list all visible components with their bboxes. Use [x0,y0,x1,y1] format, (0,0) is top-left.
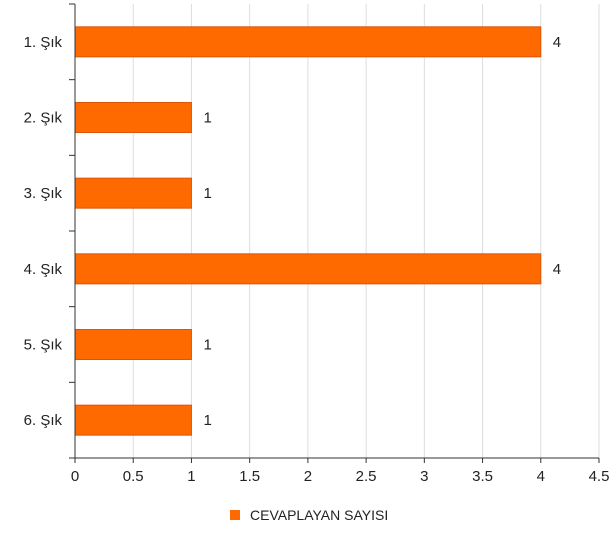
bar[interactable] [74,253,542,285]
x-tick-label: 0.5 [123,468,144,485]
category-label: 6. Şık [24,412,63,429]
bar[interactable] [74,329,192,360]
data-label: 1 [203,412,211,429]
bars [74,26,542,436]
data-label: 1 [203,185,211,202]
bar[interactable] [74,404,192,436]
category-label: 1. Şık [24,34,63,51]
x-tick-label: 1 [187,468,195,485]
data-label: 4 [553,261,561,278]
x-tick-label: 1.5 [239,468,260,485]
data-label: 1 [203,337,211,354]
data-label: 4 [553,34,561,51]
category-label: 2. Şık [24,110,63,127]
bar[interactable] [74,177,192,209]
x-tick-label: 2.5 [356,468,377,485]
category-label: 3. Şık [24,185,63,202]
axes [69,3,600,463]
x-tick-label: 2 [304,468,312,485]
legend-label: CEVAPLAYAN SAYISI [250,507,388,523]
category-label: 5. Şık [24,337,63,354]
legend: CEVAPLAYAN SAYISI [230,507,388,523]
x-tick-label: 0 [71,468,79,485]
legend-swatch [230,510,240,520]
x-tick-label: 3.5 [472,468,493,485]
bar[interactable] [74,102,192,133]
bar[interactable] [74,26,542,58]
x-tick-label: 3 [420,468,428,485]
x-tick-label: 4 [537,468,545,485]
x-tick-label: 4.5 [589,468,610,485]
category-label: 4. Şık [24,261,63,278]
gridlines [132,4,600,458]
labels: 0 0.5 1 1.5 2 2.5 3 3.5 4 4.5 1. Şık 4 2. Şık 1 3. Şık… [24,34,610,485]
data-label: 1 [203,110,211,127]
